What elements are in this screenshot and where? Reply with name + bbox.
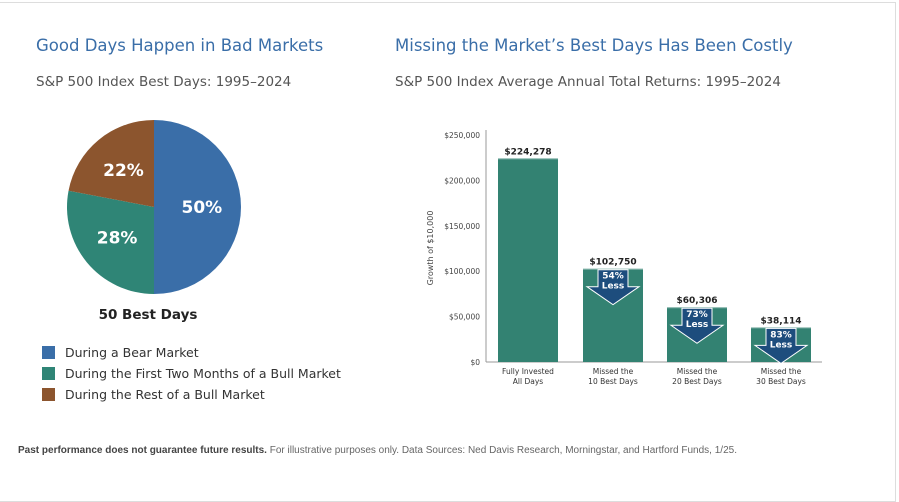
right-subtitle: S&P 500 Index Average Annual Total Retur… bbox=[395, 74, 781, 90]
y-tick-label: $50,000 bbox=[449, 313, 480, 322]
y-tick-label: $250,000 bbox=[444, 131, 480, 140]
pie-chart: 50% 28% 22% 50 Best Days bbox=[66, 120, 241, 323]
pie-legend: During a Bear Market During the First Tw… bbox=[42, 342, 341, 405]
x-tick-label: 10 Best Days bbox=[588, 377, 638, 386]
legend-item: During the First Two Months of a Bull Ma… bbox=[42, 363, 341, 384]
annotation-label: 73% bbox=[686, 310, 708, 320]
annotation-label: 54% bbox=[602, 272, 624, 282]
x-tick-label: Missed the bbox=[677, 367, 718, 376]
y-axis-label: Growth of $10,000 bbox=[426, 211, 435, 286]
y-tick-label: $0 bbox=[470, 358, 480, 367]
pie-caption: 50 Best Days bbox=[99, 307, 198, 323]
x-tick-label: 30 Best Days bbox=[756, 377, 806, 386]
bar-chart: $0 $50,000 $100,000 $150,000 $200,000 $250,00… bbox=[426, 130, 822, 386]
footer-text: For illustrative purposes only. Data Sou… bbox=[266, 445, 737, 456]
down-arrow-icon bbox=[669, 307, 725, 344]
pie-slice-label: 22% bbox=[103, 161, 144, 181]
y-tick-label: $200,000 bbox=[444, 176, 480, 185]
annotation-label: Less bbox=[602, 282, 625, 292]
legend-swatch bbox=[42, 388, 55, 401]
pie-slice-label: 28% bbox=[97, 229, 138, 249]
x-tick-label: Missed the bbox=[593, 367, 634, 376]
legend-swatch bbox=[42, 367, 55, 380]
down-arrow-icon bbox=[753, 327, 809, 365]
bar-value-label: $38,114 bbox=[761, 316, 802, 326]
right-title: Missing the Market’s Best Days Has Been … bbox=[395, 36, 793, 55]
legend-item: During the Rest of a Bull Market bbox=[42, 384, 341, 405]
pie-slice bbox=[68, 120, 154, 207]
annotation-label: Less bbox=[770, 340, 793, 350]
footer-note: Past performance does not guarantee futu… bbox=[18, 445, 737, 456]
bar-value-label: $60,306 bbox=[677, 296, 718, 306]
left-subtitle: S&P 500 Index Best Days: 1995–2024 bbox=[36, 74, 292, 90]
legend-label: During a Bear Market bbox=[65, 345, 199, 360]
x-tick-label: Missed the bbox=[761, 367, 802, 376]
pie-slice-label: 50% bbox=[181, 198, 222, 218]
x-tick-label: All Days bbox=[513, 377, 543, 386]
annotation-label: 83% bbox=[770, 330, 792, 340]
down-arrow-icon bbox=[585, 269, 641, 306]
legend-item: During a Bear Market bbox=[42, 342, 341, 363]
legend-label: During the Rest of a Bull Market bbox=[65, 387, 265, 402]
annotation-label: Less bbox=[686, 320, 709, 330]
footer-bold: Past performance does not guarantee futu… bbox=[18, 445, 267, 456]
x-tick-label: 20 Best Days bbox=[672, 377, 722, 386]
left-title: Good Days Happen in Bad Markets bbox=[36, 36, 324, 55]
legend-label: During the First Two Months of a Bull Ma… bbox=[65, 366, 341, 381]
y-tick-label: $150,000 bbox=[444, 222, 480, 231]
bar-value-label: $102,750 bbox=[589, 258, 636, 268]
bar bbox=[498, 158, 558, 362]
pie-slice bbox=[154, 120, 241, 294]
pie-slice bbox=[66, 190, 154, 294]
y-tick-label: $100,000 bbox=[444, 267, 480, 276]
x-tick-label: Fully Invested bbox=[502, 367, 554, 376]
legend-swatch bbox=[42, 346, 55, 359]
bar-value-label: $224,278 bbox=[504, 147, 551, 157]
